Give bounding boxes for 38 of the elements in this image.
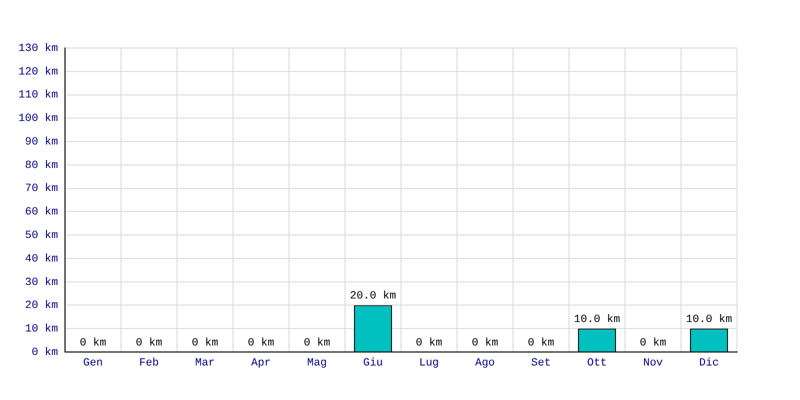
y-tick-label: 10 km [24,324,58,336]
y-tick-label: 90 km [24,136,58,148]
y-tick-label: 30 km [24,276,58,289]
x-tick-label: Ago [475,358,495,370]
y-tick-label: 120 km [18,66,58,78]
data-label: 0 km [248,337,275,350]
y-tick-label: 0 km [32,346,58,359]
data-label: 0 km [472,337,499,350]
data-label: 10.0 km [686,314,732,326]
y-tick-label: 80 km [24,160,58,172]
data-label: 0 km [136,337,163,350]
x-tick-label: Feb [139,358,159,370]
data-label: 0 km [192,337,219,350]
data-label: 20.0 km [350,290,396,303]
x-tick-label: Mar [195,358,215,370]
y-tick-label: 60 km [24,206,58,219]
y-tick-label: 50 km [24,230,58,242]
y-tick-label: 40 km [24,253,58,266]
x-tick-label: Nov [643,358,664,370]
data-label: 0 km [528,337,555,350]
x-tick-label: Mag [307,358,327,370]
y-tick-label: 70 km [24,183,58,196]
x-tick-label: Set [531,358,551,370]
x-tick-label: Ott [587,358,607,370]
data-label: 0 km [416,337,443,350]
y-tick-label: 130 km [18,42,58,55]
data-label: 0 km [304,337,331,350]
y-tick-label: 20 km [24,300,58,312]
data-label: 0 km [80,337,107,350]
x-tick-label: Apr [251,358,271,370]
y-tick-label: 110 km [18,90,58,102]
x-tick-label: Gen [83,358,103,370]
x-tick-label: Giu [363,358,383,370]
x-tick-label: Lug [419,358,439,370]
x-tick-label: Dic [699,358,719,370]
data-label: 10.0 km [574,314,620,326]
y-tick-label: 100 km [18,113,58,126]
data-label: 0 km [640,337,667,350]
